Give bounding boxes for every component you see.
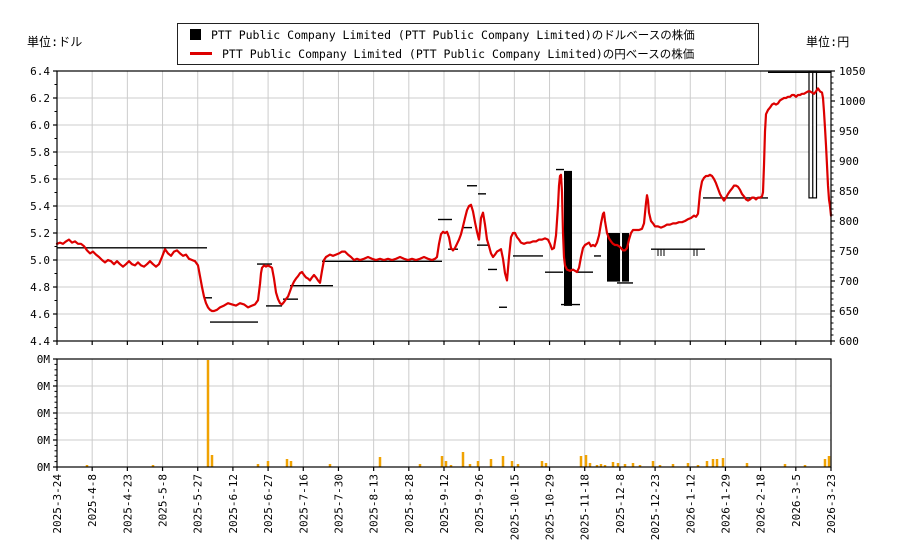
volume-axis-labels: 0M 0M 0M 0M 0M <box>37 353 57 474</box>
svg-text:4.6: 4.6 <box>30 308 50 321</box>
svg-text:5.6: 5.6 <box>30 173 50 186</box>
usd-series-swatch-icon <box>190 29 201 40</box>
svg-text:5.0: 5.0 <box>30 254 50 267</box>
svg-text:2025-8-13: 2025-8-13 <box>368 474 381 534</box>
svg-text:650: 650 <box>839 305 859 318</box>
legend-row-usd: PTT Public Company Limited (PTT Public C… <box>190 27 750 43</box>
svg-text:2025-7-16: 2025-7-16 <box>297 474 310 534</box>
svg-text:750: 750 <box>839 245 859 258</box>
svg-text:0M: 0M <box>37 353 51 366</box>
svg-text:2025-6-27: 2025-6-27 <box>262 474 275 534</box>
svg-text:4.4: 4.4 <box>30 335 50 348</box>
svg-text:6.0: 6.0 <box>30 119 50 132</box>
svg-text:2025-9-26: 2025-9-26 <box>473 474 486 534</box>
svg-text:2025-6-12: 2025-6-12 <box>227 474 240 534</box>
svg-text:900: 900 <box>839 155 859 168</box>
svg-text:2025-5-27: 2025-5-27 <box>192 474 205 534</box>
unit-label-yen: 単位:円 <box>806 35 850 49</box>
legend-jpy-label: PTT Public Company Limited (PTT Public C… <box>222 46 695 61</box>
svg-text:6.2: 6.2 <box>30 92 50 105</box>
svg-text:2025-10-29: 2025-10-29 <box>544 474 557 540</box>
svg-text:2025-9-12: 2025-9-12 <box>438 474 451 534</box>
unit-label-dollar: 単位:ドル <box>27 35 83 49</box>
svg-text:1050: 1050 <box>839 65 866 78</box>
svg-text:0M: 0M <box>37 380 51 393</box>
svg-text:2025-11-18: 2025-11-18 <box>579 474 592 540</box>
svg-text:2025-4-8: 2025-4-8 <box>86 474 99 527</box>
svg-text:2025-12-23: 2025-12-23 <box>649 474 662 540</box>
svg-text:2026-1-12: 2026-1-12 <box>684 474 697 534</box>
legend-usd-label: PTT Public Company Limited (PTT Public C… <box>211 27 695 42</box>
jpy-series-swatch-icon <box>190 52 212 55</box>
legend: PTT Public Company Limited (PTT Public C… <box>177 23 759 65</box>
date-axis-labels: 2025-3-24 2025-4-8 2025-4-23 2025-5-8 2025-5… <box>51 341 838 540</box>
svg-text:2026-3-23: 2026-3-23 <box>825 474 838 534</box>
svg-text:2026-2-18: 2026-2-18 <box>755 474 768 534</box>
volume-bars <box>85 360 831 467</box>
svg-text:0M: 0M <box>37 407 51 420</box>
svg-text:2025-4-23: 2025-4-23 <box>121 474 134 534</box>
svg-text:4.8: 4.8 <box>30 281 50 294</box>
svg-text:0M: 0M <box>37 434 51 447</box>
svg-text:2026-3-5: 2026-3-5 <box>790 474 803 527</box>
svg-text:2025-8-28: 2025-8-28 <box>403 474 416 534</box>
legend-row-jpy: PTT Public Company Limited (PTT Public C… <box>190 46 750 62</box>
svg-text:2025-5-8: 2025-5-8 <box>157 474 170 527</box>
svg-text:600: 600 <box>839 335 859 348</box>
svg-text:5.4: 5.4 <box>30 200 50 213</box>
right-axis-labels: 1050 1000 950 900 850 800 750 700 650 600 <box>831 65 866 348</box>
jpy-price-line <box>55 87 833 313</box>
svg-text:2025-12-8: 2025-12-8 <box>614 474 627 534</box>
svg-text:800: 800 <box>839 215 859 228</box>
svg-text:5.8: 5.8 <box>30 146 50 159</box>
svg-text:6.4: 6.4 <box>30 65 50 78</box>
left-axis-labels: 6.4 6.2 6.0 5.8 5.6 5.4 5.2 5.0 4.8 4.6 4.4 <box>30 65 57 348</box>
svg-text:1000: 1000 <box>839 95 866 108</box>
svg-text:2025-3-24: 2025-3-24 <box>51 474 64 534</box>
svg-text:2025-7-30: 2025-7-30 <box>332 474 345 534</box>
svg-text:850: 850 <box>839 185 859 198</box>
svg-text:2025-10-15: 2025-10-15 <box>508 474 521 540</box>
grid-lines <box>57 71 831 467</box>
svg-text:5.2: 5.2 <box>30 227 50 240</box>
svg-text:700: 700 <box>839 275 859 288</box>
svg-text:950: 950 <box>839 125 859 138</box>
svg-text:0M: 0M <box>37 461 51 474</box>
svg-text:2026-1-29: 2026-1-29 <box>719 474 732 534</box>
